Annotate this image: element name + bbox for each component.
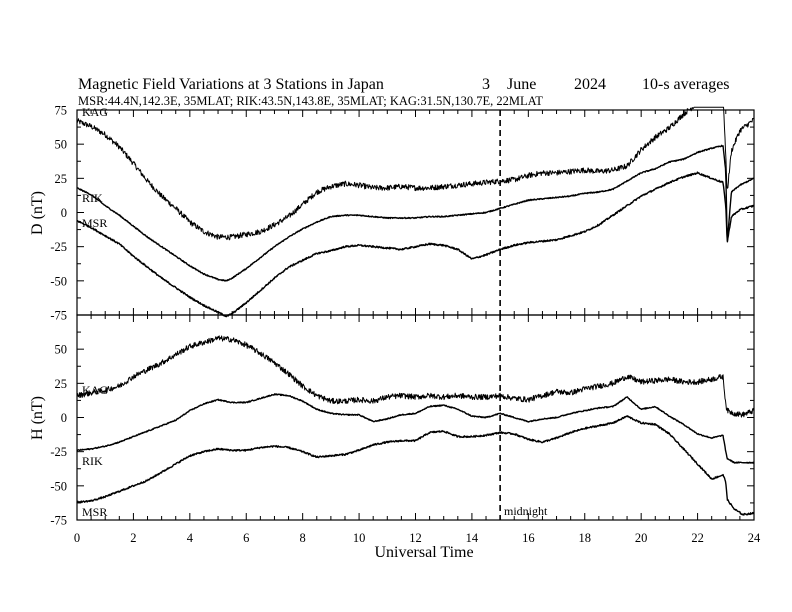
y-axis-label-h: H (nT)	[29, 396, 46, 440]
y-tick-label: 75	[55, 104, 68, 118]
series-line-kag	[76, 335, 755, 418]
chart-sampling: 10-s averages	[642, 76, 730, 93]
series-label-msr-h: MSR	[82, 505, 107, 519]
x-tick-label: 2	[130, 531, 136, 545]
x-tick-label: 8	[300, 531, 306, 545]
series-line-msr	[76, 171, 755, 318]
series-label-rik-d: RIK	[82, 191, 103, 205]
chart-title: Magnetic Field Variations at 3 Stations …	[78, 76, 384, 93]
y-tick-label: 0	[61, 411, 67, 425]
x-tick-label: 6	[243, 531, 249, 545]
x-tick-label: 4	[187, 531, 194, 545]
y-tick-label: 50	[55, 343, 68, 357]
series-label-msr-d: MSR	[82, 216, 107, 230]
y-axis-label-d: D (nT)	[29, 191, 46, 235]
y-tick-label: 25	[55, 172, 68, 186]
station-coordinates: MSR:44.4N,142.3E, 35MLAT; RIK:43.5N,143.…	[78, 94, 543, 108]
x-axis-label: Universal Time	[374, 544, 473, 561]
x-tick-label: 24	[748, 531, 761, 545]
x-tick-label: 10	[353, 531, 366, 545]
y-tick-label: 25	[55, 377, 68, 391]
declination-panel: 75 50 25 0 -25 -50 -75	[50, 104, 755, 323]
x-tick-label: 0	[74, 531, 80, 545]
series-label-kag-d: KAG	[82, 105, 108, 119]
series-line-msr	[76, 415, 755, 516]
x-tick-label: 12	[409, 531, 422, 545]
x-tick-label: 16	[522, 531, 535, 545]
y-tick-label: 0	[61, 206, 67, 220]
chart-month: June	[507, 76, 536, 93]
series-line-rik	[76, 393, 755, 464]
x-tick-label: 22	[691, 531, 704, 545]
x-tick-label: 14	[466, 531, 479, 545]
chart-day: 3	[482, 76, 490, 93]
y-tick-label: -75	[50, 514, 67, 528]
y-tick-label: -50	[50, 479, 67, 493]
y-tick-label: -50	[50, 274, 67, 288]
series-label-rik-h: RIK	[82, 454, 103, 468]
y-tick-label: -25	[50, 445, 67, 459]
series-label-kag-h: KAG	[82, 383, 108, 397]
series-line-kag	[76, 106, 755, 241]
series-line-rik	[76, 144, 755, 282]
y-tick-label: -75	[50, 309, 67, 323]
x-tick-label: 20	[635, 531, 648, 545]
midnight-label: midnight	[504, 504, 548, 518]
y-tick-label: -25	[50, 240, 67, 254]
chart-year: 2024	[574, 76, 606, 93]
y-tick-label: 50	[55, 138, 68, 152]
x-tick-label: 18	[579, 531, 592, 545]
